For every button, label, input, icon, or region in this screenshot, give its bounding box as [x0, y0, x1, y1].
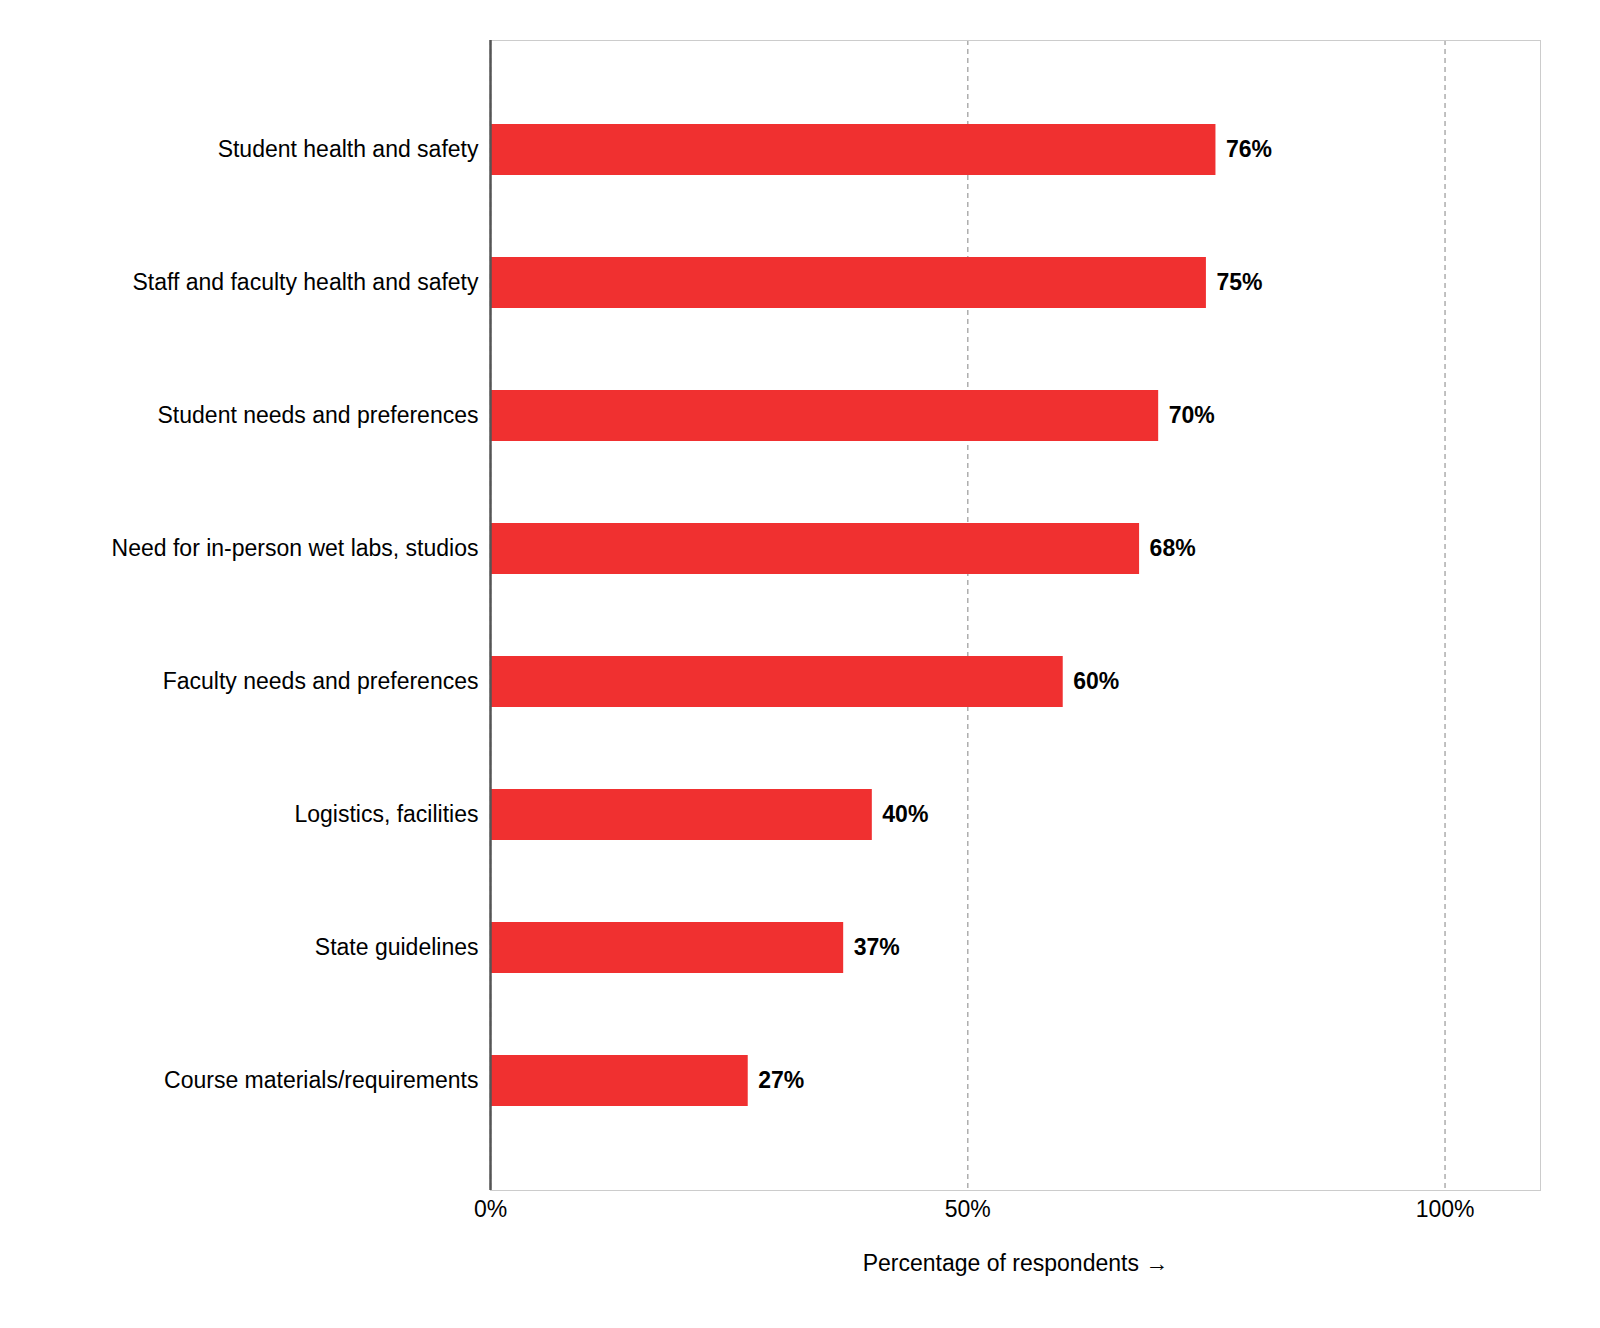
svg-text:75%: 75% — [1216, 269, 1262, 295]
svg-text:50%: 50% — [945, 1196, 991, 1222]
svg-text:Staff and faculty health and s: Staff and faculty health and safety — [132, 269, 479, 295]
svg-text:Student health and safety: Student health and safety — [218, 136, 479, 162]
svg-text:27%: 27% — [758, 1067, 804, 1093]
svg-text:70%: 70% — [1169, 402, 1215, 428]
svg-text:37%: 37% — [854, 934, 900, 960]
svg-text:40%: 40% — [882, 801, 928, 827]
svg-text:0%: 0% — [474, 1196, 507, 1222]
svg-text:76%: 76% — [1226, 136, 1272, 162]
svg-text:Logistics, facilities: Logistics, facilities — [294, 801, 478, 827]
svg-text:68%: 68% — [1150, 535, 1196, 561]
svg-text:60%: 60% — [1073, 668, 1119, 694]
svg-text:Need for in-person wet labs, s: Need for in-person wet labs, studios — [112, 535, 479, 561]
svg-text:100%: 100% — [1416, 1196, 1475, 1222]
svg-text:Faculty needs and preferences: Faculty needs and preferences — [163, 668, 479, 694]
svg-text:Course materials/requirements: Course materials/requirements — [164, 1067, 478, 1093]
svg-text:State guidelines: State guidelines — [315, 934, 479, 960]
svg-text:Student needs and preferences: Student needs and preferences — [158, 402, 479, 428]
svg-text:Percentage of respondents →: Percentage of respondents → — [863, 1250, 1169, 1276]
